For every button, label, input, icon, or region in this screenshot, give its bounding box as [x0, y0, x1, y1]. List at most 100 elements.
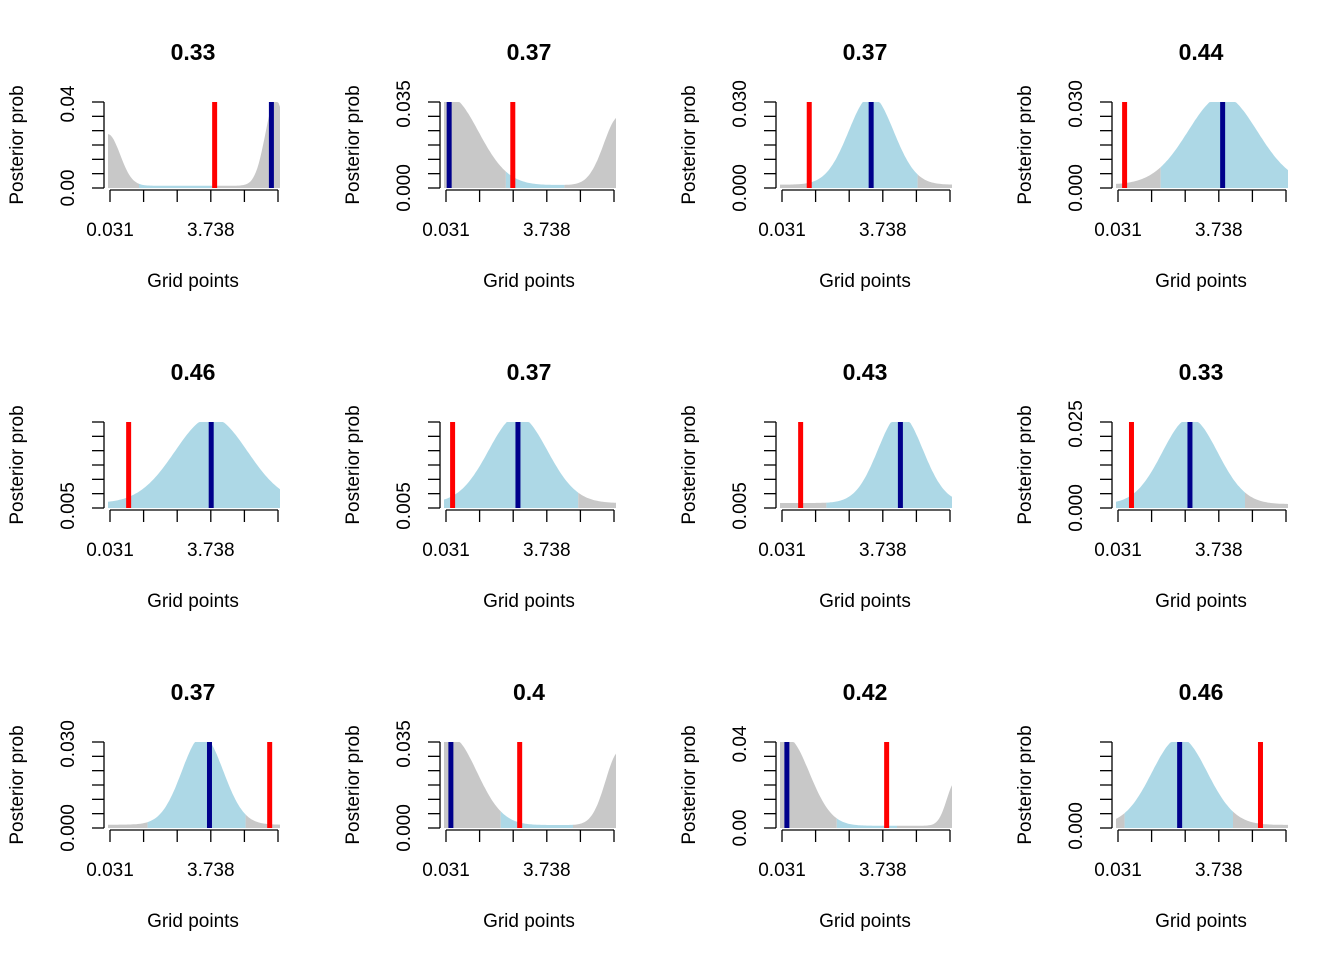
posterior-plot: 0.031 3.738 0.00 0.04 Grid points Posterior p… — [7, 39, 280, 292]
x-tick-label: 0.031 — [86, 540, 134, 561]
y-tick-label: 0.000 — [394, 164, 415, 212]
credible-area — [505, 171, 565, 188]
y-axis-label: Posterior prob — [343, 725, 364, 844]
x-tick-label: 3.738 — [187, 220, 235, 241]
posterior-plot: 0.031 3.738 0.00 0.04 Grid points Posterior p… — [679, 679, 952, 932]
posterior-plot: 0.031 3.738 0.005 Grid points Posterior prob… — [7, 359, 280, 612]
y-axis-label: Posterior prob — [7, 405, 28, 524]
posterior-plot: 0.031 3.738 0.000 0.025 Grid points Posterior… — [1015, 359, 1288, 612]
tail-area-right — [573, 753, 616, 828]
y-axis-label: Posterior prob — [679, 85, 700, 204]
posterior-panel: 0.031 3.738 0.000 0.035 Grid points Posterior… — [336, 640, 672, 960]
panel-title: 0.46 — [1179, 679, 1224, 705]
posterior-panel: 0.031 3.738 0.000 0.030 Grid points Posterior… — [0, 640, 336, 960]
tail-area-right — [897, 785, 952, 828]
y-tick-label: 0.030 — [730, 80, 751, 128]
x-tick-label: 3.738 — [523, 860, 571, 881]
y-tick-label: 0.030 — [58, 720, 79, 768]
x-axis-label: Grid points — [819, 271, 911, 292]
panel-title: 0.33 — [171, 39, 216, 65]
x-axis-label: Grid points — [1155, 271, 1247, 292]
credible-area — [836, 818, 897, 828]
tail-area-left — [780, 742, 837, 828]
y-axis-label: Posterior prob — [679, 405, 700, 524]
y-tick-label: 0.000 — [730, 164, 751, 212]
y-axis-label: Posterior prob — [679, 725, 700, 844]
tail-area-right — [245, 814, 280, 828]
credible-area — [826, 422, 952, 508]
posterior-plot: 0.031 3.738 0.000 0.030 Grid points Posterior… — [679, 39, 952, 292]
tail-area-right — [564, 117, 616, 188]
panel-title: 0.37 — [843, 39, 888, 65]
x-tick-label: 3.738 — [523, 540, 571, 561]
posterior-plot: 0.031 3.738 0.000 0.035 Grid points Posterior… — [343, 679, 616, 932]
tail-area-left — [780, 502, 827, 508]
posterior-panel: 0.031 3.738 0.005 Grid points Posterior prob… — [336, 320, 672, 640]
x-tick-label: 0.031 — [86, 860, 134, 881]
y-axis-label: Posterior prob — [1015, 85, 1036, 204]
y-axis-label: Posterior prob — [1015, 725, 1036, 844]
x-tick-label: 0.031 — [1094, 860, 1142, 881]
x-axis-label: Grid points — [819, 911, 911, 932]
tail-area-left — [444, 742, 501, 828]
panel-title: 0.33 — [1179, 359, 1224, 385]
panel-title: 0.44 — [1179, 39, 1224, 65]
y-tick-label: 0.025 — [1066, 400, 1087, 448]
y-tick-label: 0.030 — [1066, 80, 1087, 128]
credible-area — [139, 183, 215, 188]
x-tick-label: 3.738 — [187, 540, 235, 561]
tail-area-right — [578, 492, 616, 508]
panel-title: 0.37 — [507, 39, 552, 65]
y-tick-label: 0.000 — [1066, 802, 1087, 850]
y-tick-label: 0.00 — [730, 810, 751, 847]
x-axis-label: Grid points — [147, 591, 239, 612]
x-tick-label: 3.738 — [187, 860, 235, 881]
x-tick-label: 0.031 — [86, 220, 134, 241]
posterior-panel: 0.031 3.738 0.005 Grid points Posterior prob… — [672, 320, 1008, 640]
x-axis-label: Grid points — [819, 591, 911, 612]
credible-area — [108, 422, 280, 508]
x-tick-label: 3.738 — [859, 860, 907, 881]
y-axis-label: Posterior prob — [1015, 405, 1036, 524]
x-axis-label: Grid points — [147, 271, 239, 292]
x-tick-label: 0.031 — [422, 220, 470, 241]
tail-area-right — [1245, 492, 1288, 508]
y-tick-label: 0.000 — [1066, 164, 1087, 212]
x-tick-label: 3.738 — [859, 540, 907, 561]
posterior-panel: 0.031 3.738 0.00 0.04 Grid points Posterior p… — [0, 0, 336, 320]
x-axis-label: Grid points — [147, 911, 239, 932]
posterior-plot: 0.031 3.738 0.000 0.035 Grid points Posterior… — [343, 39, 616, 292]
credible-area — [147, 742, 246, 828]
posterior-panel: 0.031 3.738 0.005 Grid points Posterior prob… — [0, 320, 336, 640]
x-tick-label: 0.031 — [1094, 220, 1142, 241]
x-tick-label: 3.738 — [859, 220, 907, 241]
tail-area-left — [1116, 167, 1161, 188]
x-axis-label: Grid points — [483, 271, 575, 292]
y-axis-label: Posterior prob — [343, 85, 364, 204]
tail-area-right — [214, 102, 280, 188]
x-tick-label: 3.738 — [1195, 540, 1243, 561]
credible-area — [811, 102, 918, 188]
y-tick-label: 0.005 — [394, 482, 415, 530]
x-axis-label: Grid points — [1155, 911, 1247, 932]
x-tick-label: 0.031 — [422, 860, 470, 881]
tail-area-right — [917, 174, 952, 188]
posterior-plot: 0.031 3.738 0.000 0.030 Grid points Posterior… — [1015, 39, 1288, 292]
y-tick-label: 0.000 — [58, 804, 79, 852]
y-axis-label: Posterior prob — [343, 405, 364, 524]
posterior-panel: 0.031 3.738 0.000 Grid points Posterior prob… — [1008, 640, 1344, 960]
posterior-panel: 0.031 3.738 0.00 0.04 Grid points Posterior p… — [672, 640, 1008, 960]
x-tick-label: 0.031 — [1094, 540, 1142, 561]
x-tick-label: 3.738 — [523, 220, 571, 241]
posterior-plot: 0.031 3.738 0.005 Grid points Posterior prob… — [679, 359, 952, 612]
x-tick-label: 0.031 — [422, 540, 470, 561]
tail-area-left — [108, 822, 148, 828]
x-tick-label: 0.031 — [758, 540, 806, 561]
x-tick-label: 0.031 — [758, 220, 806, 241]
posterior-panel: 0.031 3.738 0.000 0.035 Grid points Posterior… — [336, 0, 672, 320]
tail-area-left — [1116, 813, 1125, 828]
x-tick-label: 3.738 — [1195, 220, 1243, 241]
posterior-panel: 0.031 3.738 0.000 0.030 Grid points Posterior… — [672, 0, 1008, 320]
panel-title: 0.43 — [843, 359, 888, 385]
panel-title: 0.42 — [843, 679, 888, 705]
